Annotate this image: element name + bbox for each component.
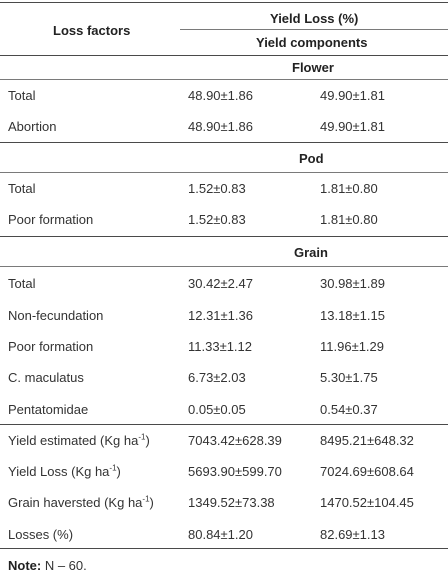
row-label: Grain haversted (Kg ha-1) <box>8 494 154 510</box>
section-end-rule <box>0 142 448 143</box>
row-value-1: 48.90±1.86 <box>188 119 253 134</box>
top-rule <box>0 2 448 3</box>
row-value-1: 30.42±2.47 <box>188 276 253 291</box>
row-value-1: 6.73±2.03 <box>188 370 246 385</box>
row-value-1: 1.52±0.83 <box>188 181 246 196</box>
row-value-2: 82.69±1.13 <box>320 527 385 542</box>
header-yield-components: Yield components <box>256 35 368 50</box>
row-value-2: 13.18±1.15 <box>320 308 385 323</box>
row-label: Poor formation <box>8 212 94 227</box>
row-value-2: 1.81±0.80 <box>320 212 378 227</box>
row-label: Poor formation <box>8 339 94 354</box>
row-value-1: 12.31±1.36 <box>188 308 253 323</box>
note-label: Note: <box>8 558 42 573</box>
section-title-flower: Flower <box>292 60 334 75</box>
row-value-1: 11.33±1.12 <box>188 339 253 354</box>
row-value-1: 80.84±1.20 <box>188 527 253 542</box>
row-label: Non-fecundation <box>8 308 104 323</box>
row-value-1: 5693.90±599.70 <box>188 464 282 479</box>
row-value-1: 1.52±0.83 <box>188 212 246 227</box>
row-label: Yield Loss (Kg ha-1) <box>8 463 121 479</box>
row-label: Losses (%) <box>8 527 74 542</box>
row-label: C. maculatus <box>8 370 84 385</box>
section-end-rule <box>0 424 448 425</box>
note-text: N – 60. <box>44 558 87 573</box>
header-loss-factors: Loss factors <box>53 23 131 38</box>
row-value-2: 8495.21±648.32 <box>320 433 414 448</box>
row-label: Total <box>8 181 36 196</box>
header-sub-rule <box>180 29 448 30</box>
table-note: Note: N – 60. <box>8 558 87 573</box>
row-value-1: 7043.42±628.39 <box>188 433 282 448</box>
row-value-1: 0.05±0.05 <box>188 402 246 417</box>
table-bottom-rule <box>0 548 448 549</box>
section-rule-flower <box>0 79 448 80</box>
row-value-2: 0.54±0.37 <box>320 402 378 417</box>
section-rule-pod <box>0 172 448 173</box>
row-value-2: 30.98±1.89 <box>320 276 385 291</box>
row-value-2: 49.90±1.81 <box>320 88 385 103</box>
header-yield-loss: Yield Loss (%) <box>270 11 359 26</box>
row-value-2: 49.90±1.81 <box>320 119 385 134</box>
header-bottom-rule <box>0 55 448 56</box>
row-value-2: 5.30±1.75 <box>320 370 378 385</box>
row-value-2: 1470.52±104.45 <box>320 495 414 510</box>
section-title-grain: Grain <box>294 245 328 260</box>
row-value-2: 11.96±1.29 <box>320 339 385 354</box>
row-label: Pentatomidae <box>8 402 89 417</box>
row-value-1: 48.90±1.86 <box>188 88 253 103</box>
row-label: Total <box>8 88 36 103</box>
row-label: Yield estimated (Kg ha-1) <box>8 432 150 448</box>
row-value-2: 1.81±0.80 <box>320 181 378 196</box>
row-label: Total <box>8 276 36 291</box>
row-value-1: 1349.52±73.38 <box>188 495 275 510</box>
row-value-2: 7024.69±608.64 <box>320 464 414 479</box>
row-label: Abortion <box>8 119 57 134</box>
section-rule-grain <box>0 266 448 267</box>
section-title-pod: Pod <box>299 151 324 166</box>
section-end-rule <box>0 236 448 237</box>
